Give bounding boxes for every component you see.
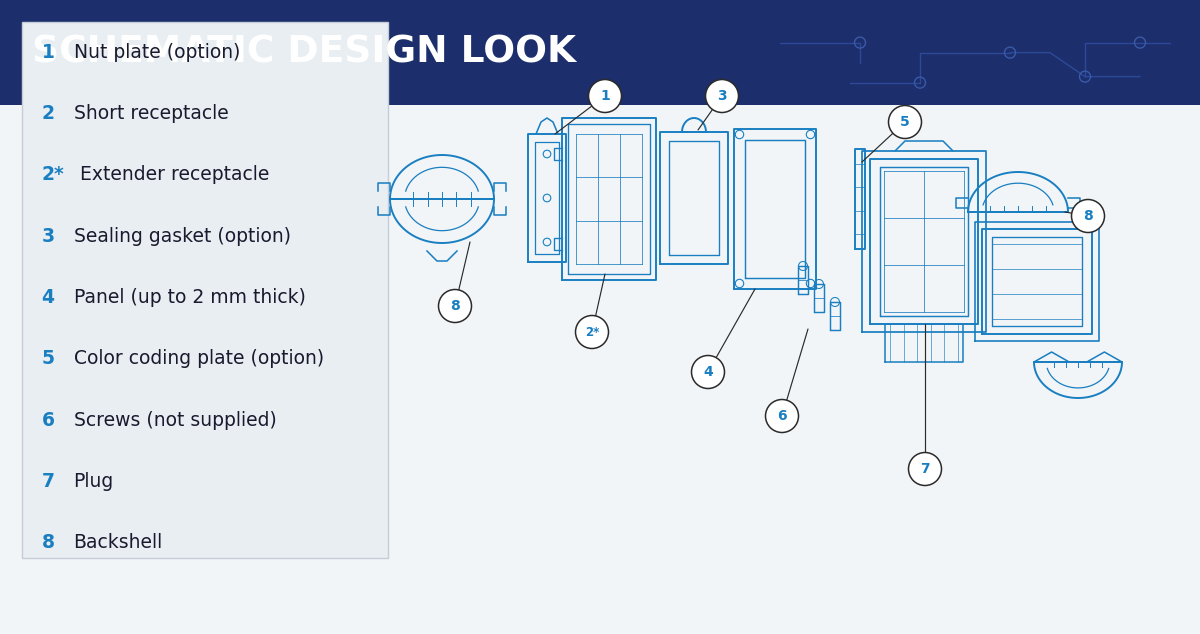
FancyBboxPatch shape (22, 22, 388, 558)
Text: Nut plate (option): Nut plate (option) (73, 42, 240, 61)
Text: Panel (up to 2 mm thick): Panel (up to 2 mm thick) (73, 288, 306, 307)
Text: 8: 8 (42, 533, 55, 552)
Text: 6: 6 (778, 409, 787, 423)
Text: Color coding plate (option): Color coding plate (option) (73, 349, 324, 368)
Text: Extender receptacle: Extender receptacle (73, 165, 269, 184)
Text: 2*: 2* (42, 165, 65, 184)
Circle shape (766, 399, 798, 432)
Text: SCHEMATIC DESIGN LOOK: SCHEMATIC DESIGN LOOK (32, 34, 576, 70)
Text: 4: 4 (42, 288, 55, 307)
Text: Screws (not supplied): Screws (not supplied) (73, 411, 276, 430)
Text: 3: 3 (718, 89, 727, 103)
Text: 7: 7 (42, 472, 55, 491)
Text: Short receptacle: Short receptacle (73, 104, 228, 123)
Circle shape (691, 356, 725, 389)
Text: 6: 6 (42, 411, 55, 430)
Circle shape (1072, 200, 1104, 233)
Text: 1: 1 (42, 42, 54, 61)
Text: 5: 5 (900, 115, 910, 129)
Text: 2*: 2* (584, 325, 599, 339)
Text: 4: 4 (703, 365, 713, 379)
Circle shape (908, 453, 942, 486)
Circle shape (438, 290, 472, 323)
Text: 1: 1 (600, 89, 610, 103)
Text: Plug: Plug (73, 472, 114, 491)
Circle shape (706, 79, 738, 112)
Text: 5: 5 (42, 349, 55, 368)
Text: 8: 8 (450, 299, 460, 313)
Text: 7: 7 (920, 462, 930, 476)
Text: 8: 8 (1084, 209, 1093, 223)
Circle shape (588, 79, 622, 112)
Text: Sealing gasket (option): Sealing gasket (option) (73, 227, 290, 246)
Circle shape (576, 316, 608, 349)
Text: 3: 3 (42, 227, 55, 246)
FancyBboxPatch shape (0, 0, 1200, 105)
Circle shape (888, 105, 922, 138)
Text: 2: 2 (42, 104, 55, 123)
Text: Backshell: Backshell (73, 533, 163, 552)
